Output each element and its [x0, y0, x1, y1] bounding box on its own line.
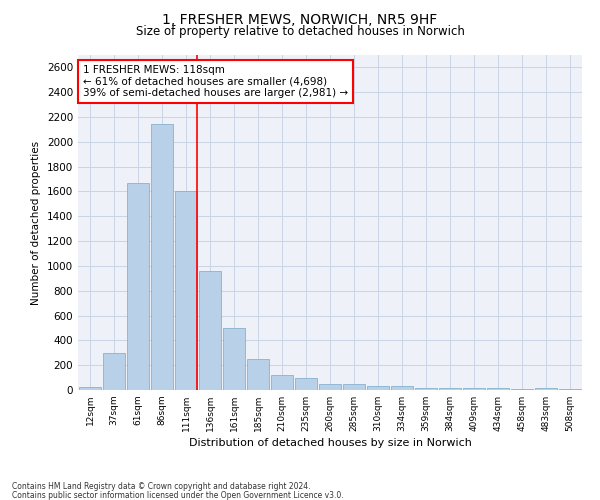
Y-axis label: Number of detached properties: Number of detached properties: [31, 140, 41, 304]
Bar: [439, 388, 461, 390]
X-axis label: Distribution of detached houses by size in Norwich: Distribution of detached houses by size …: [188, 438, 472, 448]
Bar: [487, 388, 509, 390]
Bar: [247, 359, 269, 390]
Bar: [463, 388, 485, 390]
Bar: [343, 384, 365, 390]
Bar: [415, 388, 437, 390]
Text: 1, FRESHER MEWS, NORWICH, NR5 9HF: 1, FRESHER MEWS, NORWICH, NR5 9HF: [163, 12, 437, 26]
Bar: [391, 386, 413, 390]
Bar: [319, 384, 341, 390]
Bar: [103, 353, 125, 390]
Text: Contains public sector information licensed under the Open Government Licence v3: Contains public sector information licen…: [12, 490, 344, 500]
Bar: [79, 387, 101, 390]
Text: Contains HM Land Registry data © Crown copyright and database right 2024.: Contains HM Land Registry data © Crown c…: [12, 482, 311, 491]
Bar: [175, 192, 197, 390]
Text: Size of property relative to detached houses in Norwich: Size of property relative to detached ho…: [136, 25, 464, 38]
Bar: [127, 183, 149, 390]
Bar: [199, 271, 221, 390]
Bar: [151, 124, 173, 390]
Bar: [367, 386, 389, 390]
Bar: [535, 388, 557, 390]
Bar: [271, 375, 293, 390]
Text: 1 FRESHER MEWS: 118sqm
← 61% of detached houses are smaller (4,698)
39% of semi-: 1 FRESHER MEWS: 118sqm ← 61% of detached…: [83, 65, 348, 98]
Bar: [223, 328, 245, 390]
Bar: [295, 378, 317, 390]
